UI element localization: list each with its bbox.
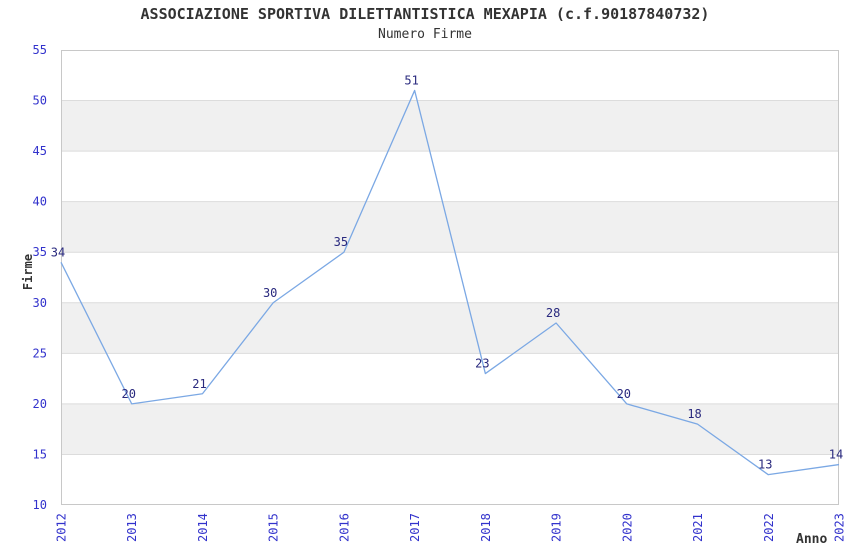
- data-point-label: 20: [617, 387, 631, 401]
- data-point-label: 21: [192, 377, 206, 391]
- data-point-label: 28: [546, 306, 560, 320]
- x-tick-label: 2015: [267, 513, 281, 542]
- y-tick-label: 30: [33, 296, 47, 310]
- x-axis-title: Anno: [796, 532, 828, 547]
- x-tick-label: 2018: [479, 513, 493, 542]
- x-tick-label: 2023: [833, 513, 847, 542]
- data-point-label: 34: [51, 245, 65, 259]
- series-line-firme: [60, 89, 840, 476]
- shaded-band: [61, 201, 839, 253]
- shaded-band: [61, 302, 839, 354]
- x-tick-label: 2021: [691, 513, 705, 542]
- plot-border: [61, 50, 839, 505]
- chart-title: ASSOCIAZIONE SPORTIVA DILETTANTISTICA ME…: [140, 5, 710, 23]
- data-point-label: 23: [475, 357, 489, 371]
- x-tick-label: 2016: [337, 513, 351, 542]
- y-tick-label: 15: [33, 447, 47, 461]
- y-tick-label: 55: [33, 43, 47, 57]
- shaded-band: [61, 403, 839, 455]
- x-tick-label: 2017: [408, 513, 422, 542]
- x-tick-label: 2013: [125, 513, 139, 542]
- x-tick-label: 2012: [55, 513, 69, 542]
- data-point-label: 51: [404, 73, 418, 87]
- data-point-label: 35: [334, 235, 348, 249]
- y-tick-label: 50: [33, 94, 47, 108]
- y-tick-label: 35: [33, 245, 47, 259]
- y-tick-label: 40: [33, 195, 47, 209]
- shaded-band: [61, 100, 839, 152]
- x-tick-label: 2019: [550, 513, 564, 542]
- data-point-label: 30: [263, 286, 277, 300]
- x-tick-label: 2020: [620, 513, 634, 542]
- y-tick-label: 20: [33, 397, 47, 411]
- data-point-label: 13: [758, 458, 772, 472]
- data-point-label: 18: [687, 407, 701, 421]
- x-tick-label: 2022: [762, 513, 776, 542]
- data-point-label: 14: [829, 448, 843, 462]
- chart-subtitle: Numero Firme: [378, 27, 472, 42]
- y-tick-label: 25: [33, 346, 47, 360]
- y-tick-label: 10: [33, 498, 47, 512]
- data-point-label: 20: [122, 387, 136, 401]
- y-tick-label: 45: [33, 144, 47, 158]
- x-tick-label: 2014: [196, 513, 210, 542]
